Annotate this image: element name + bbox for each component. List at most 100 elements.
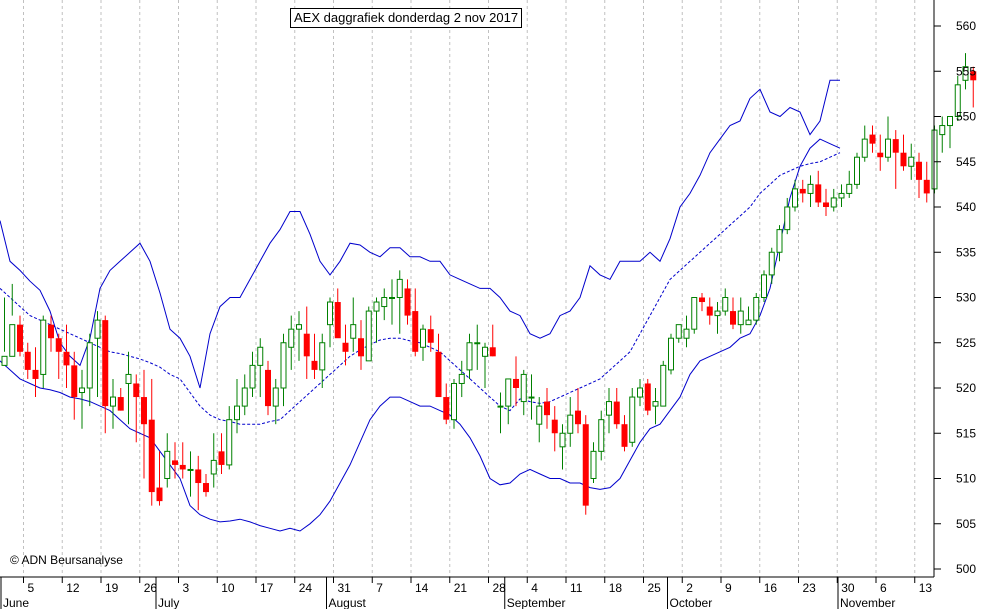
candle [288,315,295,370]
candle-body [722,297,729,312]
candle-body [923,179,930,194]
candle-body [761,274,767,298]
plot-area [0,0,934,577]
candle [482,342,488,388]
candle [737,297,744,334]
candle [404,279,411,325]
bollinger-lower-band [0,138,841,532]
x-tick-label: 14 [415,581,429,595]
candle-body [156,487,163,502]
candle-body [815,184,822,203]
y-tick-label: 560 [956,19,976,33]
candle-body [389,297,395,299]
candle [497,392,504,434]
candle-body [195,469,202,484]
chart-title: AEX daggrafiek donderdag 2 nov 2017 [290,8,523,28]
candle [691,297,698,334]
candle [24,342,31,379]
x-tick-label: 5 [28,581,35,595]
candle-body [466,342,473,371]
candle [776,225,783,262]
bollinger-upper-band [0,79,840,389]
candle [9,283,16,357]
candle [427,315,434,352]
candle [923,161,930,203]
y-tick-label: 510 [956,472,976,486]
candle [637,378,643,407]
candle-body [404,288,411,316]
candle [458,360,465,398]
candle-body [218,451,225,465]
candle [451,378,457,429]
candle [900,134,907,171]
candle-body [823,202,829,207]
x-tick-label: 16 [764,581,778,595]
candle-body [334,302,341,339]
candle [179,442,186,479]
candle-body [63,351,70,366]
candle [164,433,171,488]
candle [613,388,620,429]
candle [187,451,194,497]
candle-body [381,297,388,308]
candle-body [187,468,194,471]
candle [861,125,868,162]
candle-body [32,369,39,379]
candle-body [226,419,233,466]
y-axis: 500 505 510 515 520 525 530 535 540 545 550 555 560 [934,19,976,576]
y-tick-label: 515 [956,426,976,440]
candle-body [668,337,674,371]
candle-body [528,396,535,399]
candle [365,306,372,362]
candle [962,53,969,90]
x-tick-label: 12 [66,581,80,595]
candle [133,374,140,443]
candle-body [544,401,550,416]
candle-body [86,342,93,389]
candle-body [660,364,667,407]
candle-body [288,328,295,348]
candle-body [24,351,31,370]
candle-body [714,310,721,317]
candle [412,288,419,357]
candle [241,374,248,416]
candle-body [551,419,558,434]
candle-body [613,401,620,425]
candle [730,297,736,330]
candle-body [117,397,124,411]
candle [443,383,450,425]
candle [210,433,217,488]
x-tick-label: 7 [376,581,383,595]
candle [319,333,326,388]
candle [660,360,667,407]
candle [629,388,636,447]
candle-body [947,116,953,127]
candle [528,374,535,420]
y-tick-label: 525 [956,336,976,350]
candle [327,297,333,348]
candle-body [753,297,760,321]
candle-body [745,319,752,326]
candle-body [776,229,783,253]
x-tick-label: 17 [260,581,274,595]
candle-body [164,450,171,480]
y-tick-label: 555 [956,64,976,78]
candle [156,451,163,506]
candle-body [102,320,109,407]
candle-body [319,342,326,371]
candle-body [474,342,481,345]
candle-body [71,365,78,398]
candle [489,324,496,357]
candle-body [203,483,209,493]
candle [885,116,891,162]
candle [908,143,915,180]
candle-body [536,405,543,425]
candle-body [916,161,922,180]
candle [675,324,682,343]
candle [342,324,349,366]
x-tick-label: 26 [144,581,158,595]
candle [40,315,47,388]
candle-body [451,382,457,421]
x-tick-label: 6 [880,581,887,595]
